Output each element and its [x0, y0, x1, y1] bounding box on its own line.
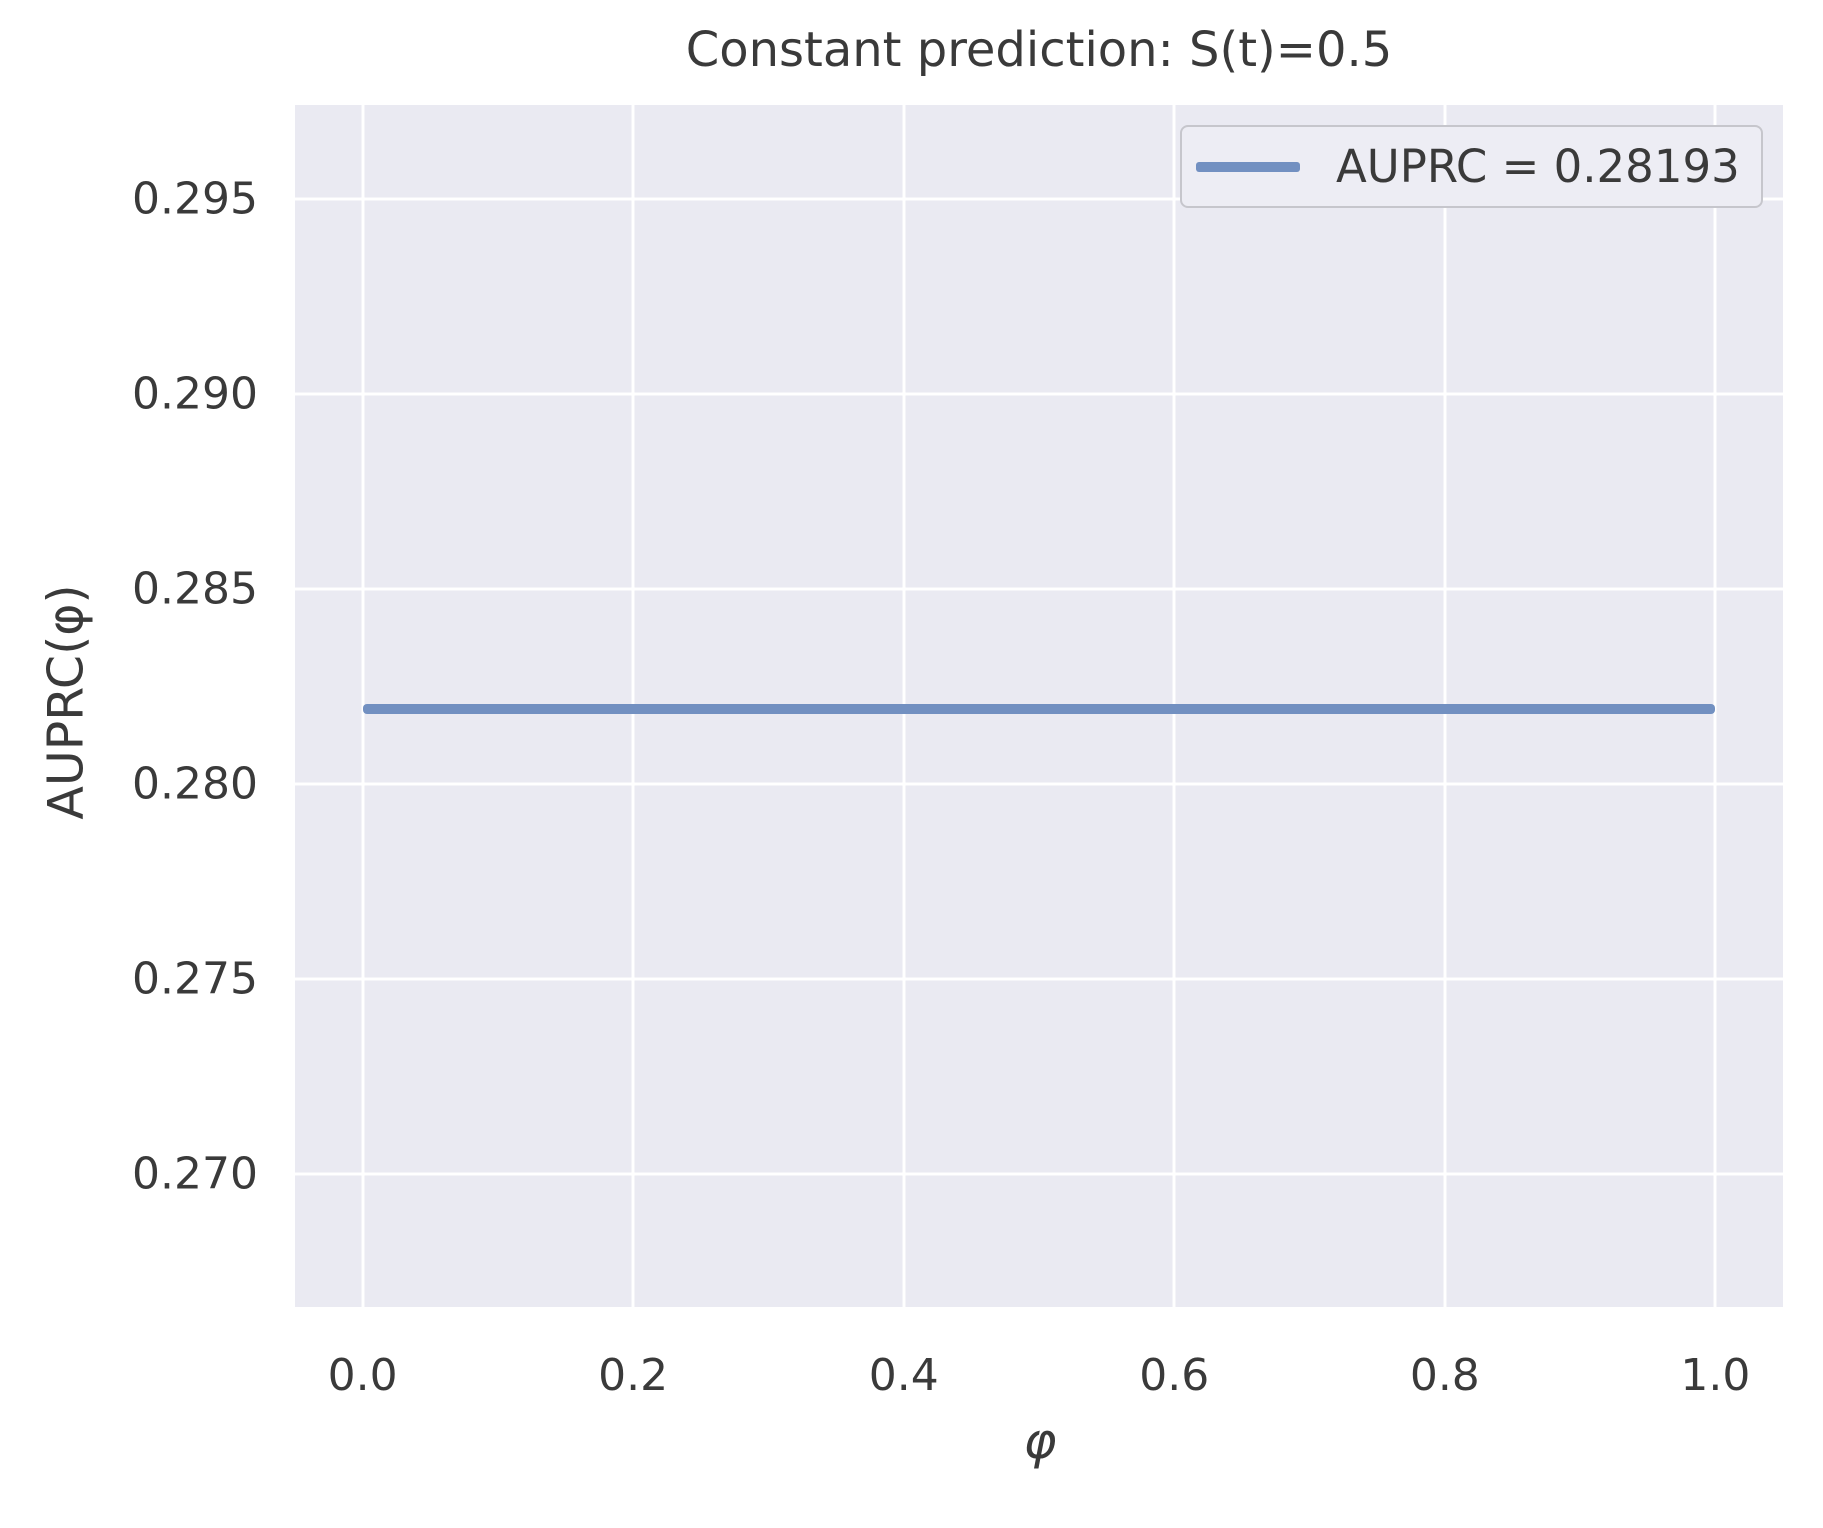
gridline-horizontal: [295, 977, 1783, 981]
gridline-horizontal: [295, 782, 1783, 786]
y-tick-label: 0.275: [132, 953, 258, 1005]
x-axis-label: φ: [1023, 1412, 1057, 1470]
plot-area: [295, 105, 1783, 1307]
y-tick-label: 0.280: [132, 758, 258, 810]
gridline-horizontal: [295, 1172, 1783, 1176]
data-line: [362, 703, 1716, 714]
legend-line-sample-icon: [1196, 161, 1300, 172]
legend: AUPRC = 0.28193: [1180, 125, 1763, 208]
x-tick-label: 0.8: [1409, 1350, 1480, 1401]
x-tick-label: 1.0: [1680, 1350, 1751, 1401]
x-tick-label: 0.6: [1139, 1350, 1210, 1401]
y-tick-label: 0.295: [132, 173, 258, 225]
y-tick-label: 0.270: [132, 1148, 258, 1200]
x-tick-label: 0.2: [598, 1350, 669, 1401]
y-tick-label: 0.285: [132, 563, 258, 615]
x-tick-label: 0.0: [327, 1350, 398, 1401]
gridline-vertical: [1713, 105, 1717, 1307]
legend-label: AUPRC = 0.28193: [1336, 140, 1740, 193]
chart-title: Constant prediction: S(t)=0.5: [685, 22, 1393, 78]
x-tick-label: 0.4: [868, 1350, 939, 1401]
y-tick-label: 0.290: [132, 368, 258, 420]
gridline-horizontal: [295, 392, 1783, 396]
gridline-horizontal: [295, 197, 1783, 201]
gridline-horizontal: [295, 587, 1783, 591]
